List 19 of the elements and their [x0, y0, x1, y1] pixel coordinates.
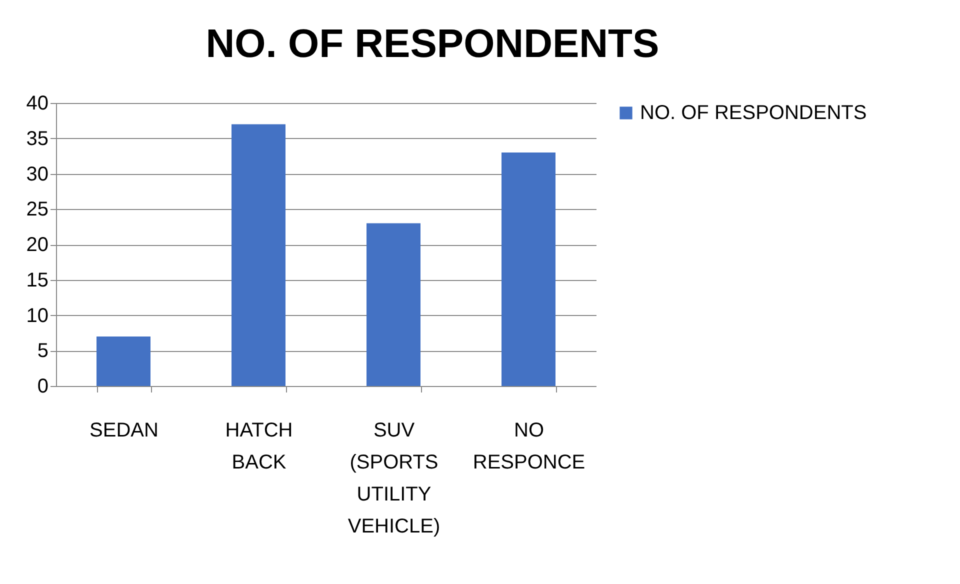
y-tick-label: 10: [26, 304, 48, 327]
y-tick-label: 20: [26, 234, 48, 256]
y-tick-label: 30: [26, 163, 48, 186]
y-tick-label: 25: [26, 198, 48, 221]
y-tick-label: 0: [37, 376, 48, 398]
y-tick-label: 15: [26, 269, 48, 292]
bar: [366, 223, 420, 386]
x-tick-label: NO RESPONCE: [472, 420, 586, 474]
y-tick-label: 40: [26, 92, 48, 114]
bar: [96, 336, 150, 386]
y-tick-label: 35: [26, 128, 48, 150]
x-tick-label: HATCH BACK: [225, 420, 293, 474]
bar: [502, 152, 556, 386]
x-tick-label: SEDAN: [90, 420, 158, 442]
legend-label: NO. OF RESPONDENTS: [640, 102, 867, 124]
chart-title: NO. OF RESPONDENTS: [206, 22, 660, 66]
x-tick-label: SUV (SPORTS UTILITY VEHICLE): [348, 420, 440, 538]
bar: [232, 124, 286, 386]
y-tick-label: 5: [37, 340, 48, 362]
